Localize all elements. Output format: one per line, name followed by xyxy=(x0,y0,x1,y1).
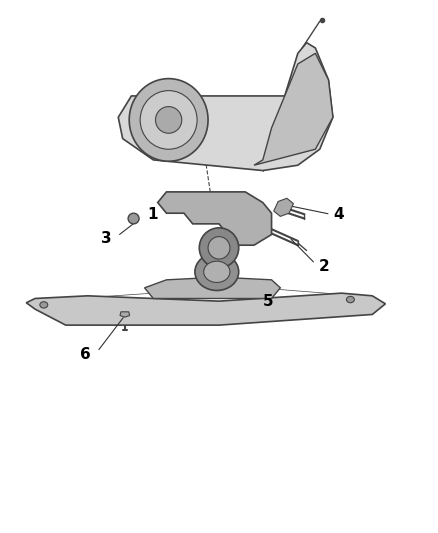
Polygon shape xyxy=(274,198,293,216)
Text: 4: 4 xyxy=(334,207,344,222)
Polygon shape xyxy=(158,192,272,245)
Ellipse shape xyxy=(40,302,48,308)
Ellipse shape xyxy=(208,237,230,259)
Polygon shape xyxy=(120,312,130,317)
Text: 6: 6 xyxy=(80,348,91,362)
Text: 3: 3 xyxy=(101,231,112,246)
Polygon shape xyxy=(145,277,280,298)
Ellipse shape xyxy=(195,253,239,290)
Ellipse shape xyxy=(140,91,197,149)
Polygon shape xyxy=(254,53,333,165)
Ellipse shape xyxy=(199,228,239,268)
Ellipse shape xyxy=(129,78,208,161)
Text: 5: 5 xyxy=(263,294,273,309)
Ellipse shape xyxy=(204,261,230,282)
Ellipse shape xyxy=(128,213,139,224)
Text: 1: 1 xyxy=(147,207,158,222)
Polygon shape xyxy=(118,43,333,171)
Ellipse shape xyxy=(346,296,354,303)
Ellipse shape xyxy=(155,107,182,133)
Text: 2: 2 xyxy=(319,259,330,274)
Polygon shape xyxy=(26,293,385,325)
